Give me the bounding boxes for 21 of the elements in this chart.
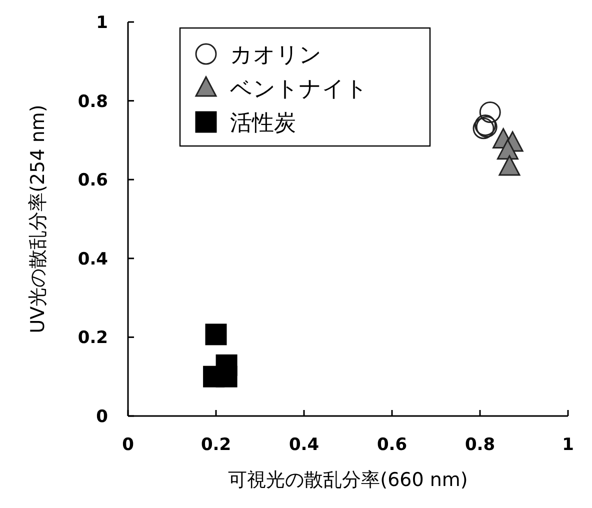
- x-tick-label: 0.2: [200, 435, 232, 455]
- point: [496, 139, 518, 160]
- y-tick-label: 0: [96, 407, 108, 427]
- x-tick-label: 0.8: [464, 435, 496, 455]
- y-tick-label: 0.2: [78, 328, 108, 348]
- x-tick-label: 1: [562, 435, 574, 455]
- x-axis-title: 可視光の散乱分率(660 nm): [228, 469, 468, 491]
- y-tick-label: 0.4: [78, 249, 108, 270]
- x-tick-label: 0.4: [288, 435, 320, 455]
- y-tick-label: 0.8: [78, 92, 108, 112]
- y-tick-label: 1: [96, 13, 108, 33]
- x-tick-label: 0: [122, 435, 134, 455]
- legend-label: カオリン: [230, 43, 322, 68]
- y-axis-title: UV光の散乱分率(254 nm): [27, 104, 49, 334]
- legend-label: 活性炭: [230, 111, 296, 136]
- x-tick-label: 0.6: [376, 435, 408, 455]
- legend-label: ベントナイト: [230, 77, 368, 102]
- point: [479, 101, 501, 123]
- point: [205, 324, 227, 346]
- y-tick-label: 0.6: [78, 170, 108, 191]
- point: [498, 155, 520, 176]
